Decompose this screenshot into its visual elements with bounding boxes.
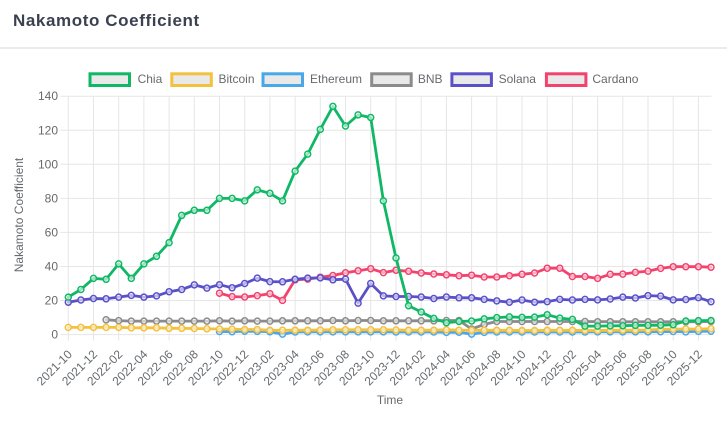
svg-text:60: 60 — [45, 225, 59, 239]
svg-text:20: 20 — [45, 294, 59, 308]
svg-text:0: 0 — [51, 328, 58, 342]
svg-text:BNB: BNB — [418, 72, 443, 86]
svg-text:Time: Time — [377, 393, 404, 407]
svg-text:100: 100 — [38, 157, 58, 171]
svg-text:Cardano: Cardano — [592, 72, 638, 86]
svg-text:40: 40 — [45, 260, 59, 274]
svg-text:80: 80 — [45, 191, 59, 205]
svg-text:140: 140 — [38, 89, 58, 103]
svg-text:Solana: Solana — [499, 72, 537, 86]
svg-text:120: 120 — [38, 123, 58, 137]
svg-text:Nakamoto Coefficient: Nakamoto Coefficient — [12, 157, 26, 272]
svg-text:Ethereum: Ethereum — [310, 72, 362, 86]
svg-text:Chia: Chia — [138, 72, 163, 86]
svg-text:Bitcoin: Bitcoin — [219, 72, 255, 86]
